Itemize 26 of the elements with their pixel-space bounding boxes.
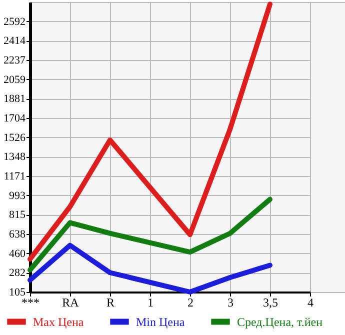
y-tick-label: 460: [9, 248, 26, 260]
x-tick-label: 4: [308, 296, 314, 310]
y-tick-label: 638: [9, 228, 26, 240]
y-tick-label: 993: [9, 190, 26, 202]
y-tick-label: 1348: [4, 151, 26, 164]
legend-label: Min Цена: [136, 314, 186, 329]
x-tick-label: 3,5: [263, 296, 278, 310]
y-tick-label: 1881: [4, 93, 26, 106]
x-tick-label: 2: [188, 296, 194, 310]
legend-label: Сред.Цена, т.йен: [237, 314, 324, 329]
y-tick-label: 2237: [4, 54, 26, 66]
y-tick-label: 2059: [4, 74, 26, 86]
y-tick-label: 815: [9, 209, 26, 222]
y-tick-label: 1171: [4, 170, 26, 182]
y-tick-label: 2414: [4, 35, 26, 48]
y-tick-label: 2592: [4, 16, 26, 28]
x-tick-label: 1: [148, 296, 154, 310]
y-tick-label: 105: [9, 286, 26, 298]
x-tick-label: RA: [62, 296, 80, 310]
x-tick-label: 3: [228, 296, 234, 310]
y-tick-label: 1704: [4, 112, 26, 124]
x-tick-label: R: [106, 296, 115, 310]
y-tick-label: 282: [9, 267, 26, 280]
x-tick-label: ***: [22, 296, 40, 310]
y-tick-label: 1526: [4, 132, 26, 144]
legend-label: Max Цена: [33, 314, 84, 329]
